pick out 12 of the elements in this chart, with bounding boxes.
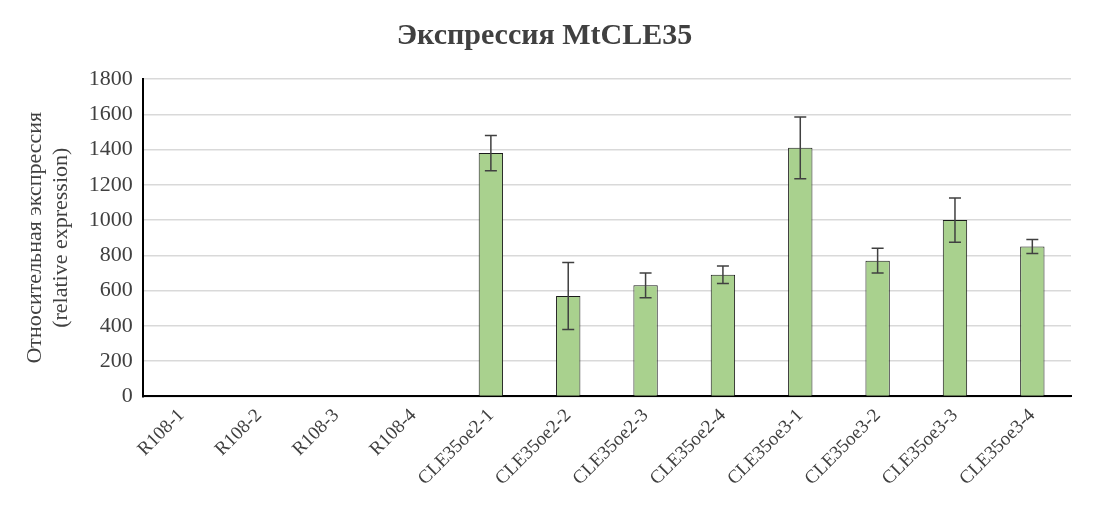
- y-tick-label: 1800: [88, 64, 133, 90]
- y-tick-label: 1600: [88, 100, 133, 126]
- y-tick-label: 0: [121, 382, 133, 408]
- chart-title: Экспрессия MtCLE35: [396, 16, 693, 50]
- y-tick-label: 1400: [88, 135, 133, 161]
- y-tick-label: 1200: [88, 170, 133, 196]
- y-tick-label: 1000: [88, 205, 133, 231]
- y-tick-label: 400: [99, 311, 133, 337]
- y-tick-label: 200: [99, 346, 133, 372]
- y-axis-title: Относительная экспрессия (relative expression): [20, 111, 73, 364]
- y-tick-label: 800: [99, 241, 133, 267]
- y-tick-label: 600: [99, 276, 133, 302]
